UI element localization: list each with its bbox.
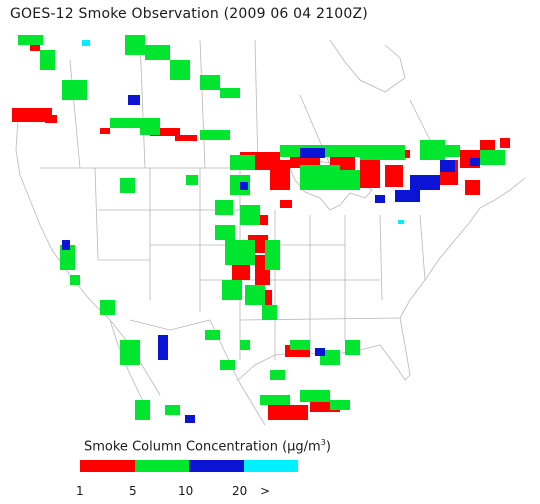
map-title: GOES-12 Smoke Observation (2009 06 04 21… <box>10 6 368 22</box>
hudson-bay <box>329 39 406 93</box>
legend-tick-5: 5 <box>129 484 137 498</box>
smoke-red-pixels <box>12 45 510 420</box>
smoke-map <box>12 35 526 426</box>
legend-color-bar <box>80 460 298 472</box>
mexico-border <box>129 319 266 426</box>
smoke-green-pixels <box>18 35 505 420</box>
legend-tick-1: 1 <box>76 484 84 498</box>
legend-tick-greater: > <box>260 484 271 498</box>
legend-swatch-3 <box>243 460 298 472</box>
legend-swatch-0 <box>80 460 135 472</box>
east-coastline <box>409 177 526 301</box>
legend-swatch-1 <box>134 460 189 472</box>
smoke-cyan-pixels <box>82 40 404 224</box>
province-lines <box>69 39 441 169</box>
legend-tick-20: 20 <box>232 484 248 498</box>
map-outlines <box>15 39 526 426</box>
smoke-blue-pixels <box>62 95 480 423</box>
legend-label: Smoke Column Concentration (μg/m3) <box>84 438 331 455</box>
legend-swatch-2 <box>189 460 244 472</box>
legend-tick-10: 10 <box>178 484 194 498</box>
